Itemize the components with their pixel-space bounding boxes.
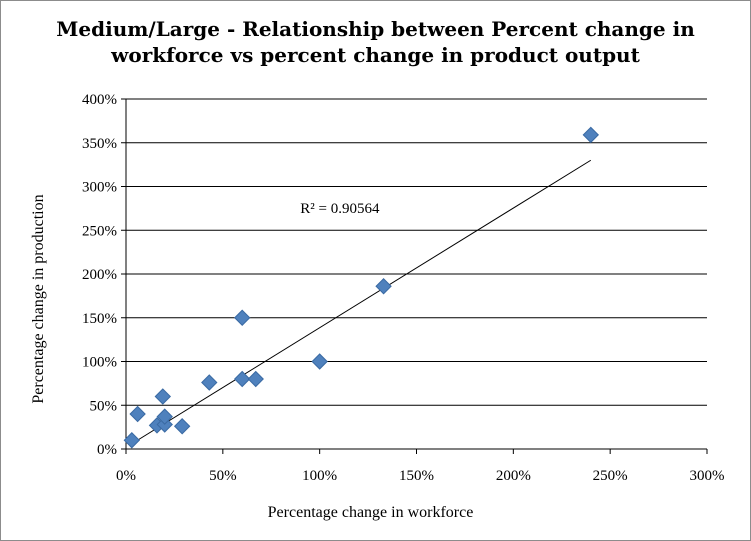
- x-tick-label: 250%: [593, 468, 628, 484]
- x-tick-label: 0%: [116, 468, 136, 484]
- data-point: [375, 278, 392, 295]
- gridlines: [126, 98, 707, 406]
- data-point: [156, 408, 173, 425]
- x-tick-label: 100%: [302, 468, 337, 484]
- data-point: [154, 388, 172, 405]
- data-point: [129, 405, 146, 423]
- y-tick-label: 150%: [82, 311, 117, 327]
- y-tick-label: 400%: [82, 92, 117, 108]
- tick-labels: 0% 50% 100% 150% 200% 250% 300% 350% 400% 0% 50% 10…: [82, 92, 725, 484]
- data-point: [233, 370, 251, 388]
- y-tick-label: 0%: [97, 442, 117, 458]
- axes: [121, 98, 708, 454]
- x-tick-label: 200%: [496, 468, 531, 484]
- chart-title-line-2: workforce vs percent change in product o…: [111, 43, 640, 67]
- data-point: [123, 432, 141, 449]
- y-tick-label: 350%: [82, 136, 117, 152]
- data-point: [173, 418, 191, 435]
- data-point: [247, 370, 264, 388]
- x-tick-label: 300%: [690, 468, 725, 484]
- y-tick-label: 100%: [82, 355, 117, 371]
- data-point: [311, 353, 328, 370]
- y-tick-label: 300%: [82, 180, 117, 196]
- r-squared-label: R² = 0.90564: [300, 201, 380, 217]
- chart-title-line-1: Medium/Large - Relationship between Perc…: [56, 17, 695, 41]
- data-point: [582, 126, 600, 144]
- trendline-group: R² = 0.90564: [131, 159, 592, 445]
- data-point: [233, 309, 251, 326]
- y-axis-label: Percentage change in production: [30, 194, 47, 404]
- y-tick-label: 200%: [82, 267, 117, 283]
- data-points: [123, 126, 600, 449]
- data-point: [201, 374, 218, 391]
- y-tick-label: 250%: [82, 223, 117, 239]
- trendline: [131, 159, 592, 445]
- x-tick-label: 150%: [399, 468, 434, 484]
- x-axis-label: Percentage change in workforce: [267, 504, 474, 521]
- y-tick-label: 50%: [90, 398, 118, 414]
- x-tick-label: 50%: [209, 468, 237, 484]
